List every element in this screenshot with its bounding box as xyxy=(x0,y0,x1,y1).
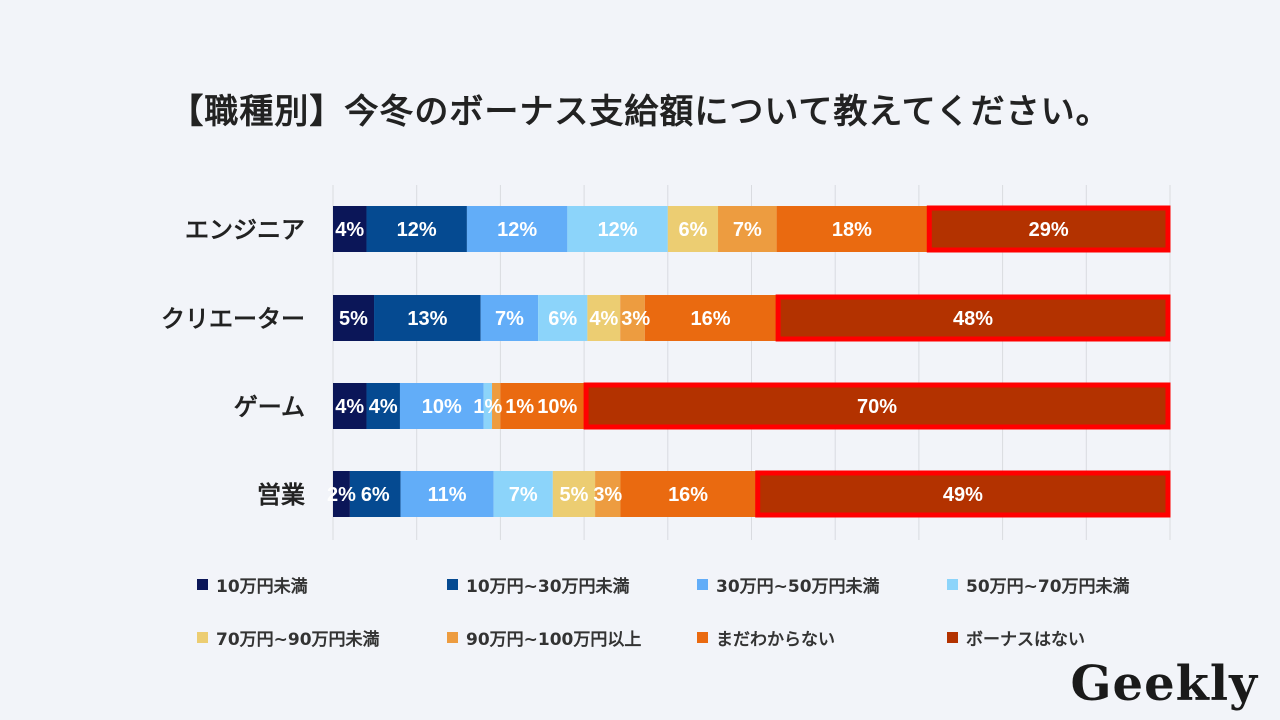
bar-segment xyxy=(480,295,539,341)
category-label: クリエーター xyxy=(161,305,305,333)
data-label: 10% xyxy=(422,396,462,418)
data-label: 10% xyxy=(537,396,577,418)
bar-segment xyxy=(567,206,668,252)
bar-segment xyxy=(538,295,588,341)
bar-segment xyxy=(349,471,401,517)
data-label: 6% xyxy=(548,308,577,330)
bar-segment xyxy=(776,206,928,252)
data-label: 3% xyxy=(621,308,650,330)
bar-segment xyxy=(374,295,481,341)
legend-swatch xyxy=(447,579,458,590)
bar-segment xyxy=(333,206,367,252)
legend-swatch xyxy=(197,579,208,590)
data-label: 16% xyxy=(668,484,708,506)
legend-item: 70万円~90万円未満 xyxy=(197,625,380,650)
bar-segment xyxy=(399,383,484,429)
bar-segment xyxy=(492,383,501,429)
bar-segment xyxy=(620,295,645,341)
legend-item: まだわからない xyxy=(697,625,835,650)
legend-item: 10万円未満 xyxy=(197,572,308,597)
data-label: 4% xyxy=(335,396,364,418)
highlight-outline xyxy=(755,470,1171,518)
bar-segment xyxy=(776,295,1170,341)
data-label: 18% xyxy=(832,219,872,241)
data-label: 12% xyxy=(497,219,537,241)
bar-segment xyxy=(466,206,568,252)
data-label: 12% xyxy=(598,219,638,241)
data-label: 11% xyxy=(428,484,467,506)
data-label: 1% xyxy=(473,396,502,418)
legend-swatch xyxy=(697,579,708,590)
bar-segment xyxy=(587,295,621,341)
legend-label: 50万円~70万円未満 xyxy=(966,577,1130,597)
legend-label: 90万円~100万円以上 xyxy=(466,630,642,650)
chart-title: 【職種別】今冬のボーナス支給額について教えてください。 xyxy=(169,92,1111,132)
bar-segment xyxy=(595,471,621,517)
legend-swatch xyxy=(947,632,958,643)
data-label: 16% xyxy=(690,308,730,330)
bar-segment xyxy=(718,206,777,252)
data-label: 4% xyxy=(335,219,364,241)
data-label: 7% xyxy=(509,484,538,506)
legend-item: 10万円~30万円未満 xyxy=(447,572,630,597)
legend-swatch xyxy=(697,632,708,643)
data-label: 12% xyxy=(397,219,437,241)
data-label: 5% xyxy=(339,308,368,330)
highlight-outline xyxy=(775,294,1171,342)
data-label: 2% xyxy=(327,484,356,506)
data-label: 7% xyxy=(495,308,524,330)
category-label: エンジニア xyxy=(185,216,305,244)
data-label: 4% xyxy=(589,308,618,330)
legend-label: ボーナスはない xyxy=(966,630,1085,650)
legend-item: 30万円~50万円未満 xyxy=(697,572,880,597)
data-label: 1% xyxy=(505,396,534,418)
category-label: 営業 xyxy=(257,481,305,509)
bar-segment xyxy=(927,206,1170,252)
geekly-logo: Geekly xyxy=(1070,656,1258,712)
legend-label: まだわからない xyxy=(716,630,835,650)
category-label: ゲーム xyxy=(234,393,305,421)
data-label: 7% xyxy=(733,219,762,241)
bar-segment xyxy=(500,383,585,429)
bar-segment xyxy=(333,383,367,429)
bar-segment xyxy=(400,471,494,517)
legend-label: 10万円~30万円未満 xyxy=(466,577,630,597)
legend-label: 10万円未満 xyxy=(216,577,308,597)
bar-segment xyxy=(333,295,375,341)
legend-swatch xyxy=(947,579,958,590)
data-label: 49% xyxy=(943,484,983,506)
data-label: 6% xyxy=(361,484,390,506)
bar-segment xyxy=(644,295,777,341)
bar-segment xyxy=(333,471,350,517)
bar-segment xyxy=(620,471,756,517)
legend-swatch xyxy=(197,632,208,643)
bar-segment xyxy=(755,471,1170,517)
bar-segment xyxy=(366,206,467,252)
legend-label: 70万円~90万円未満 xyxy=(216,630,380,650)
bar-segment xyxy=(483,383,493,429)
bar-segment xyxy=(366,383,400,429)
data-label: 48% xyxy=(953,308,993,330)
legend-item: 50万円~70万円未満 xyxy=(947,572,1130,597)
data-label: 3% xyxy=(593,484,622,506)
highlight-outline xyxy=(926,205,1171,253)
data-label: 70% xyxy=(857,396,897,418)
data-label: 6% xyxy=(678,219,707,241)
legend-item: 90万円~100万円以上 xyxy=(447,625,641,650)
legend-swatch xyxy=(447,632,458,643)
data-label: 29% xyxy=(1029,219,1069,241)
data-label: 4% xyxy=(369,396,398,418)
bar-segment xyxy=(493,471,553,517)
bar-segment xyxy=(552,471,596,517)
legend-label: 30万円~50万円未満 xyxy=(716,577,880,597)
data-label: 5% xyxy=(560,484,589,506)
highlight-outline xyxy=(583,382,1171,430)
bar-segment xyxy=(584,383,1170,429)
data-label: 13% xyxy=(407,308,447,330)
bar-segment xyxy=(667,206,719,252)
legend-item: ボーナスはない xyxy=(947,625,1085,650)
